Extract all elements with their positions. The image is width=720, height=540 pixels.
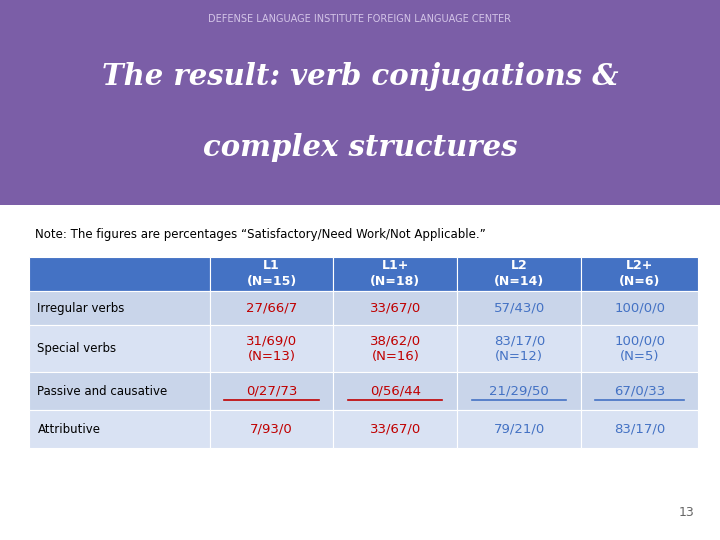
Text: 83/17/0: 83/17/0 (614, 423, 665, 436)
Bar (333, 410, 457, 448)
Text: 0/27/73: 0/27/73 (246, 384, 297, 397)
Bar (457, 256, 581, 291)
Bar (29, 410, 210, 448)
Text: L1
(N=15): L1 (N=15) (246, 259, 297, 288)
Text: L2
(N=14): L2 (N=14) (494, 259, 544, 288)
Text: 21/29/50: 21/29/50 (490, 384, 549, 397)
Text: L2+
(N=6): L2+ (N=6) (619, 259, 660, 288)
Text: 38/62/0
(N=16): 38/62/0 (N=16) (370, 334, 421, 363)
Bar (457, 325, 581, 372)
Text: Irregular verbs: Irregular verbs (37, 302, 125, 315)
Text: complex structures: complex structures (203, 133, 517, 163)
Bar (581, 410, 698, 448)
Text: L1+
(N=18): L1+ (N=18) (370, 259, 420, 288)
Text: 33/67/0: 33/67/0 (370, 302, 421, 315)
Bar (210, 410, 333, 448)
Text: 27/66/7: 27/66/7 (246, 302, 297, 315)
Text: 57/43/0: 57/43/0 (494, 302, 545, 315)
Text: 7/93/0: 7/93/0 (250, 423, 293, 436)
Text: Passive and causative: Passive and causative (37, 384, 168, 397)
Bar (333, 291, 457, 325)
Bar (210, 372, 333, 410)
Bar (210, 325, 333, 372)
Text: Attributive: Attributive (37, 423, 101, 436)
Text: 100/0/0
(N=5): 100/0/0 (N=5) (614, 334, 665, 363)
Bar (29, 325, 210, 372)
Text: 33/67/0: 33/67/0 (370, 423, 421, 436)
Text: Special verbs: Special verbs (37, 342, 117, 355)
Text: The result: verb conjugations &: The result: verb conjugations & (102, 62, 618, 91)
Bar (457, 410, 581, 448)
Bar (29, 291, 210, 325)
Text: 31/69/0
(N=13): 31/69/0 (N=13) (246, 334, 297, 363)
Text: 83/17/0
(N=12): 83/17/0 (N=12) (494, 334, 545, 363)
Bar (29, 372, 210, 410)
Bar (333, 372, 457, 410)
Bar (457, 291, 581, 325)
Bar (581, 291, 698, 325)
Text: 0/56/44: 0/56/44 (370, 384, 421, 397)
Bar (581, 325, 698, 372)
Bar (210, 291, 333, 325)
Bar (457, 372, 581, 410)
Bar (210, 256, 333, 291)
Bar (333, 325, 457, 372)
Bar (29, 256, 210, 291)
Text: 100/0/0: 100/0/0 (614, 302, 665, 315)
Text: Note: The figures are percentages “Satisfactory/Need Work/Not Applicable.”: Note: The figures are percentages “Satis… (35, 228, 486, 241)
Text: DEFENSE LANGUAGE INSTITUTE FOREIGN LANGUAGE CENTER: DEFENSE LANGUAGE INSTITUTE FOREIGN LANGU… (209, 15, 511, 24)
Text: 67/0/33: 67/0/33 (614, 384, 665, 397)
Bar (581, 256, 698, 291)
Text: 13: 13 (679, 507, 695, 519)
Text: 79/21/0: 79/21/0 (494, 423, 545, 436)
Bar (581, 372, 698, 410)
Bar (333, 256, 457, 291)
